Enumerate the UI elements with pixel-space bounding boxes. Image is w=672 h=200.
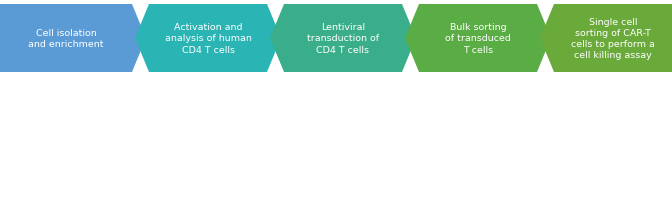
- Text: Bulk sorting
of transduced
T cells: Bulk sorting of transduced T cells: [445, 23, 511, 54]
- Text: Lentiviral
transduction of
CD4 T cells: Lentiviral transduction of CD4 T cells: [307, 23, 379, 54]
- Polygon shape: [540, 5, 672, 73]
- Text: Single cell
sorting of CAR-T
cells to perform a
cell killing assay: Single cell sorting of CAR-T cells to pe…: [571, 18, 655, 60]
- Polygon shape: [0, 5, 146, 73]
- Text: Activation and
analysis of human
CD4 T cells: Activation and analysis of human CD4 T c…: [165, 23, 251, 54]
- Polygon shape: [270, 5, 416, 73]
- Text: Cell isolation
and enrichment: Cell isolation and enrichment: [28, 29, 103, 49]
- Polygon shape: [405, 5, 551, 73]
- Polygon shape: [135, 5, 281, 73]
